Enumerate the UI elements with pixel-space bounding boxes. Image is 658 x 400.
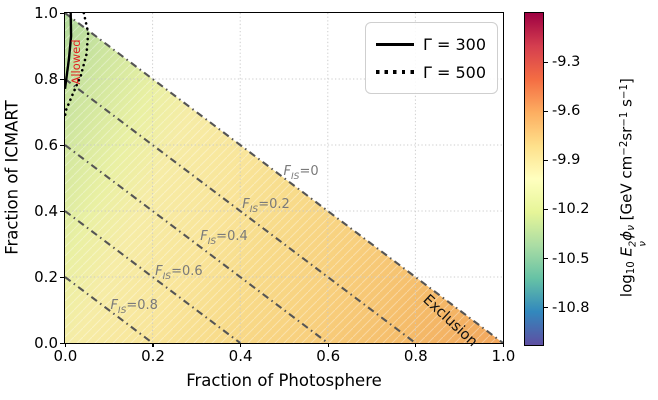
colorbar-tick-label: -10.8 bbox=[552, 299, 590, 316]
x-tick bbox=[239, 343, 242, 348]
cb-label-log-sub: 10 bbox=[625, 261, 637, 275]
colorbar-tick bbox=[544, 208, 549, 211]
x-tick bbox=[327, 343, 329, 348]
colorbar-axis-label: log10 E 2 ν ϕν [GeV cm−2sr−1 s−1] bbox=[617, 72, 648, 304]
legend-label: Γ = 500 bbox=[422, 62, 486, 82]
gamma500-line bbox=[65, 13, 90, 118]
fis-contour-label: FIS=0 bbox=[283, 164, 319, 182]
y-tick-label: 0.8 bbox=[34, 70, 58, 89]
x-tick bbox=[64, 343, 67, 348]
y-tick-label: 0.6 bbox=[34, 136, 58, 155]
y-tick-label: 0.4 bbox=[34, 202, 58, 221]
fis-contour-label: FIS=0.6 bbox=[155, 264, 203, 282]
x-tick-label: 0.6 bbox=[316, 347, 341, 365]
y-tick bbox=[60, 12, 64, 15]
gamma300-line bbox=[65, 13, 73, 90]
x-tick-label: 0.0 bbox=[53, 347, 78, 365]
colorbar-tick-label: -9.3 bbox=[552, 54, 581, 71]
y-tick-label: 0.2 bbox=[34, 268, 58, 287]
colorbar-tick bbox=[544, 110, 549, 112]
fis-contour-line bbox=[65, 144, 329, 343]
solid-line-sample bbox=[375, 42, 414, 46]
fis-contour-label: FIS=0.4 bbox=[200, 229, 248, 247]
colorbar-tick-label: -9.9 bbox=[552, 152, 581, 169]
y-tick bbox=[60, 276, 64, 279]
allowed-region-label: Allowed bbox=[69, 39, 83, 85]
cb-label-log: log bbox=[617, 274, 636, 298]
cb-label-units: s bbox=[617, 99, 636, 112]
colorbar-tick-label: -10.2 bbox=[552, 201, 590, 218]
y-tick-label: 0.0 bbox=[34, 334, 58, 353]
colorbar-tick-label: -9.6 bbox=[552, 103, 581, 120]
x-tick bbox=[415, 343, 417, 348]
x-tick-label: 0.8 bbox=[403, 347, 428, 365]
colorbar-gradient bbox=[525, 13, 543, 345]
cb-label-E-sub: ν bbox=[637, 241, 649, 247]
legend: Γ = 300 Γ = 500 bbox=[364, 22, 498, 94]
fis-contour-label: FIS=0.2 bbox=[242, 197, 290, 215]
x-tick-label: 0.2 bbox=[141, 347, 165, 365]
x-tick bbox=[502, 343, 505, 348]
cb-label-units: ] bbox=[617, 78, 636, 85]
x-tick-label: 0.4 bbox=[228, 347, 253, 365]
x-axis-label: Fraction of Photosphere bbox=[186, 371, 382, 390]
colorbar-tick bbox=[544, 257, 549, 260]
y-tick bbox=[60, 144, 64, 147]
x-tick bbox=[152, 343, 154, 348]
fis-contour-line bbox=[65, 210, 241, 343]
fis-contour-line bbox=[65, 13, 503, 343]
colorbar-tick bbox=[544, 306, 549, 309]
dotted-line-sample bbox=[375, 70, 414, 74]
cb-label-phi-sub: ν bbox=[625, 225, 637, 231]
fis-contour-label: FIS=0.8 bbox=[110, 298, 158, 316]
legend-item-gamma300: Γ = 300 bbox=[375, 30, 486, 58]
cb-label-units-sup: −2 bbox=[618, 140, 630, 156]
cb-label-E: E bbox=[617, 246, 636, 262]
y-tick bbox=[60, 342, 64, 345]
cb-label-units: [GeV cm bbox=[617, 155, 636, 226]
y-tick bbox=[60, 210, 64, 213]
fis-contour-line bbox=[65, 78, 417, 343]
fis-contour-line bbox=[65, 276, 154, 343]
legend-item-gamma500: Γ = 500 bbox=[375, 58, 486, 86]
cb-label-units: sr bbox=[617, 126, 636, 141]
plot-svg bbox=[65, 13, 503, 343]
y-tick bbox=[60, 78, 64, 81]
colorbar-tick bbox=[544, 159, 549, 162]
x-tick-label: 1.0 bbox=[491, 347, 516, 365]
y-tick-label: 1.0 bbox=[34, 4, 58, 23]
colorbar bbox=[524, 12, 544, 346]
legend-label: Γ = 300 bbox=[422, 34, 486, 54]
cb-label-units-sup: −1 bbox=[618, 111, 630, 127]
plot-area: Allowed Exclusion Γ = 300 Γ = 500 FIS=0 F… bbox=[64, 12, 504, 350]
y-axis-label: Fraction of ICMART bbox=[2, 100, 22, 255]
cb-label-phi: ϕ bbox=[617, 230, 636, 241]
colorbar-tick bbox=[544, 61, 549, 63]
colorbar-tick-label: -10.5 bbox=[552, 250, 590, 267]
cb-label-units-sup: −1 bbox=[618, 84, 630, 100]
